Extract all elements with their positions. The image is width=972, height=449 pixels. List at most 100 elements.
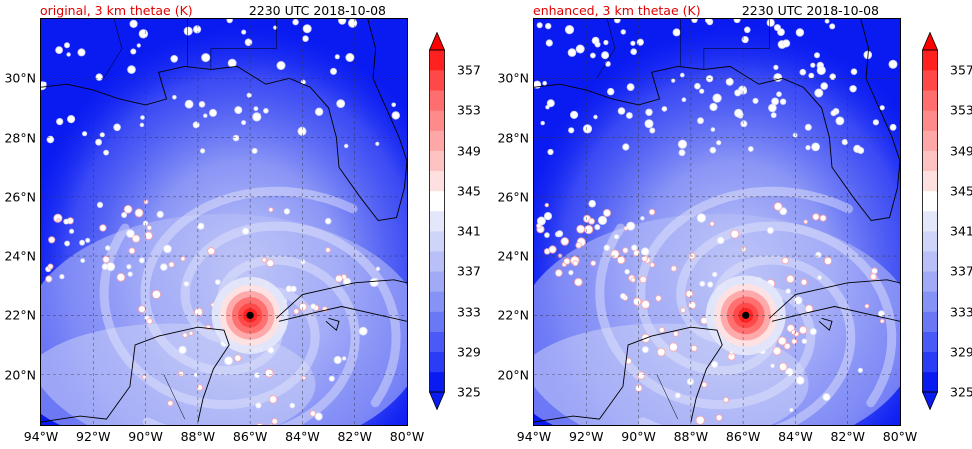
colorbar-tick-label: 345 [457,183,481,199]
lat-tick-label: 26°N [497,189,529,205]
colorbar-segment [429,210,445,232]
panel-title: original, 3 km thetae (K) [40,3,193,18]
colorbar-segment [922,271,938,292]
colorbar-segment [429,190,445,212]
lon-tick-label: 80°W [882,429,918,444]
colorbar-segment [922,291,938,312]
colorbar-segment [922,210,938,232]
colorbar-segment [922,170,938,192]
colorbar-segment [429,50,445,71]
thetae-map [534,19,900,425]
lat-tick-label: 28°N [4,130,36,146]
storm-center-marker [246,311,254,319]
panel-timestamp: 2230 UTC 2018-10-08 [248,3,386,18]
colorbar-segment [429,331,445,353]
colorbar-extend-max [429,32,445,51]
colorbar [922,32,938,410]
graticule [41,19,407,425]
colorbar-segment [922,371,938,393]
colorbar-tick-label: 325 [457,384,481,400]
thetae-map [41,19,407,425]
colorbar-tick-label: 353 [950,102,972,118]
graticule [534,19,900,425]
colorbar-tick-label: 329 [950,344,972,360]
lon-tick-label: 86°W [232,429,268,444]
lat-tick-label: 20°N [497,367,529,383]
colorbar-tick-label: 345 [950,183,972,199]
thetae-field [41,19,407,425]
lat-tick-label: 20°N [4,367,36,383]
panel-timestamp: 2230 UTC 2018-10-08 [741,3,879,18]
colorbar-tick-label: 325 [950,384,972,400]
colorbar-segment [429,90,445,111]
colorbar-segment [922,231,938,252]
lat-tick-label: 30°N [497,70,529,86]
lon-tick-label: 82°W [337,429,372,444]
lon-tick-label: 84°W [285,429,320,444]
colorbar-segment [922,90,938,111]
lat-tick-label: 24°N [4,248,36,264]
colorbar-segment [922,70,938,91]
coastlines [41,19,407,423]
lon-tick-label: 80°W [389,429,425,444]
lon-tick-label: 90°W [128,429,163,444]
colorbar-segment [429,271,445,292]
panel-title: enhanced, 3 km thetae (K) [533,3,701,18]
colorbar-extend-max [922,32,938,51]
colorbar-segment [429,311,445,332]
lon-tick-label: 92°W [76,429,111,444]
lat-tick-label: 22°N [497,307,529,323]
colorbar-tick-label: 353 [457,102,481,118]
colorbar-tick-label: 341 [950,223,972,239]
lon-tick-label: 88°W [673,429,709,444]
colorbar-tick-label: 337 [457,263,481,279]
lon-tick-label: 94°W [516,429,552,444]
colorbar-extend-min [922,391,938,410]
thetae-field [534,19,900,425]
colorbar-segment [922,190,938,212]
coastlines [534,19,900,423]
lat-tick-label: 28°N [497,130,529,146]
lon-tick-label: 82°W [830,429,865,444]
colorbar [429,32,445,410]
colorbar-segment [429,150,445,172]
colorbar-tick-label: 357 [457,62,481,78]
lat-tick-label: 26°N [4,189,36,205]
colorbar-tick-label: 333 [950,304,972,320]
lat-tick-label: 22°N [4,307,36,323]
colorbar-extend-min [429,391,445,410]
colorbar-segment [429,130,445,151]
colorbar-tick-label: 329 [457,344,481,360]
lon-tick-label: 92°W [569,429,604,444]
map-plot-area [533,18,901,426]
colorbar-segment [922,150,938,172]
colorbar-segment [429,231,445,252]
colorbar-segment [429,251,445,272]
colorbar-segment [429,351,445,373]
lat-tick-label: 30°N [4,70,36,86]
colorbar-tick-label: 333 [457,304,481,320]
colorbar-segment [922,351,938,373]
colorbar-segment [429,170,445,192]
lon-tick-label: 84°W [778,429,813,444]
colorbar-segment [922,50,938,71]
colorbar-segment [429,371,445,393]
colorbar-segment [922,251,938,272]
colorbar-segment [922,130,938,151]
storm-center-marker [742,311,750,319]
colorbar-tick-label: 357 [950,62,972,78]
lon-tick-label: 88°W [180,429,216,444]
panel-enhanced: enhanced, 3 km thetae (K) 2230 UTC 2018-… [493,0,972,449]
colorbar-segment [922,110,938,131]
colorbar-tick-label: 349 [457,143,481,159]
colorbar-segment [429,291,445,312]
map-plot-area [40,18,408,426]
colorbar-segment [429,110,445,131]
colorbar-tick-label: 337 [950,263,972,279]
colorbar-tick-label: 341 [457,223,481,239]
panel-original: original, 3 km thetae (K) 2230 UTC 2018-… [4,3,481,444]
colorbar-tick-label: 349 [950,143,972,159]
colorbar-segment [429,70,445,91]
lat-tick-label: 24°N [497,248,529,264]
colorbar-segment [922,311,938,332]
